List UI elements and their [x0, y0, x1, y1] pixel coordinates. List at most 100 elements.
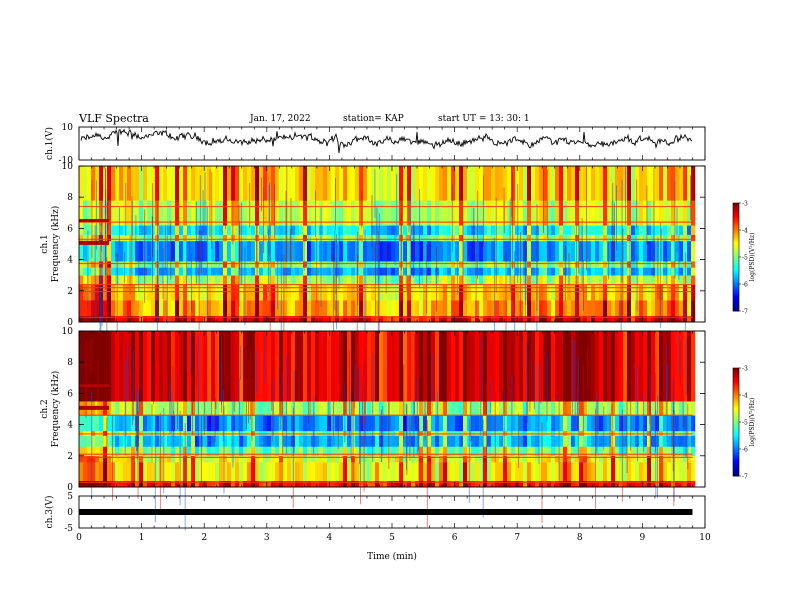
spectrogram-cell: [91, 234, 96, 242]
spectrogram-cell: [167, 234, 172, 242]
spectrogram-cell: [535, 401, 540, 416]
spectrogram-cell: [131, 275, 136, 285]
spectrogram-streak: [267, 229, 269, 292]
spectrogram-cell: [135, 200, 140, 226]
spectrogram-cell: [651, 240, 656, 262]
spectrogram-cell: [79, 275, 84, 285]
spectrogram-cell: [243, 331, 248, 402]
spectrogram-cell: [659, 331, 664, 402]
spectrogram-cell: [403, 455, 408, 463]
spectrogram-cell: [423, 462, 428, 482]
spectrogram-cell: [147, 261, 152, 268]
spectrogram-cell: [119, 331, 124, 402]
spectrogram-cell: [511, 200, 516, 226]
spectrogram-cell: [671, 225, 676, 235]
spectrogram-cell: [87, 275, 92, 285]
spectrogram-cell: [407, 401, 412, 416]
spectrogram-cell: [159, 300, 164, 317]
spectrogram-cell: [615, 462, 620, 482]
spectrogram-streak: [95, 180, 97, 250]
spectrogram-cell: [519, 446, 524, 457]
spectrogram-cell: [287, 261, 292, 268]
spectrogram-cell: [487, 284, 492, 301]
spectrogram-cell: [443, 415, 448, 432]
spectrogram-cell: [367, 300, 372, 317]
spectrogram-cell: [375, 455, 380, 463]
spectrogram-streak: [303, 166, 305, 205]
spectrogram-cell: [167, 415, 172, 432]
spectrogram-cell: [467, 275, 472, 285]
spectrogram-streak: [621, 409, 623, 502]
spectrogram-cell: [403, 435, 408, 447]
spectrogram-streak: [436, 246, 437, 312]
colorbar-cell: [733, 393, 739, 396]
spectrogram-cell: [503, 415, 508, 432]
spectrogram-cell: [507, 240, 512, 262]
spectrogram-cell: [547, 315, 552, 323]
spectrogram-cell: [579, 462, 584, 482]
spectrogram-streak: [572, 339, 574, 422]
spectrogram-cell: [303, 415, 308, 432]
spectrogram-cell: [583, 240, 588, 262]
spectrogram-cell: [451, 166, 456, 201]
spectrogram-cell: [95, 415, 100, 432]
spectrogram-cell: [167, 315, 172, 323]
spectrogram-cell: [483, 446, 488, 457]
spectrogram-cell: [79, 234, 84, 242]
spectrogram-cell: [639, 261, 644, 268]
spectrogram-cell: [83, 430, 88, 436]
spectrogram-cell: [595, 234, 600, 242]
spectrogram-cell: [619, 435, 624, 447]
spectrogram-cell: [551, 435, 556, 447]
spectrogram-cell: [143, 462, 148, 482]
colorbar-tick-label: -7: [742, 474, 748, 481]
spectrogram-cell: [135, 234, 140, 242]
spectrogram-cell: [427, 225, 432, 235]
spectrogram-cell: [643, 300, 648, 317]
spectrogram-cell: [555, 200, 560, 226]
spectrogram-cell: [283, 200, 288, 226]
spectrogram-cell: [587, 275, 592, 285]
colorbar-cell: [733, 264, 739, 267]
spectrogram-cell: [87, 315, 92, 323]
colorbar-cell: [733, 423, 739, 426]
colorbar-cell: [733, 413, 739, 416]
spectrogram-cell: [527, 275, 532, 285]
spectrogram-cell: [131, 200, 136, 226]
spectrogram-cell: [103, 455, 108, 463]
spectrogram-cell: [503, 300, 508, 317]
spectrogram-cell: [691, 331, 696, 402]
spectrogram-cell: [439, 415, 444, 432]
y-axis-label: ch.1(V): [44, 127, 55, 160]
spectrogram-cell: [271, 430, 276, 436]
spectrogram-cell: [431, 401, 436, 416]
spectrogram-cell: [367, 401, 372, 416]
spectrogram-cell: [651, 415, 656, 432]
spectrogram-cell: [551, 300, 556, 317]
spectrogram-cell: [299, 480, 304, 488]
spectrogram-cell: [103, 275, 108, 285]
spectrogram-cell: [679, 261, 684, 268]
spectrogram-cell: [623, 462, 628, 482]
spectrogram-cell: [479, 267, 484, 276]
spectrogram-cell: [223, 401, 228, 416]
spectrogram-cell: [587, 315, 592, 323]
spectrogram-streak: [456, 256, 458, 295]
spectrogram-cell: [171, 284, 176, 301]
spectrogram-cell: [683, 331, 688, 402]
spectrogram-cell: [375, 331, 380, 402]
spectrogram-cell: [679, 300, 684, 317]
spectrogram-cell: [175, 275, 180, 285]
spectrogram-cell: [471, 480, 476, 488]
spectrogram-streak: [204, 333, 205, 436]
spectrogram-cell: [223, 225, 228, 235]
spectrogram-cell: [319, 331, 324, 402]
spectrogram-cell: [427, 480, 432, 488]
spectrogram-cell: [487, 415, 492, 432]
spectrogram-cell: [603, 267, 608, 276]
spectrogram-cell: [175, 430, 180, 436]
spectrogram-cell: [191, 275, 196, 285]
spectrogram-cell: [379, 300, 384, 317]
spectrogram-cell: [179, 430, 184, 436]
spectrogram-cell: [375, 300, 380, 317]
